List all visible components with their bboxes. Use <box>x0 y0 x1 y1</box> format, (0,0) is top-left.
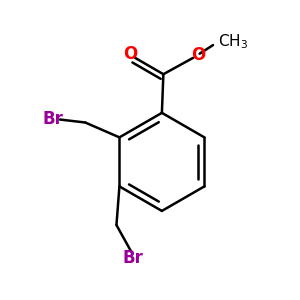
Text: Br: Br <box>122 249 143 267</box>
Text: Br: Br <box>43 110 64 128</box>
Text: CH$_3$: CH$_3$ <box>218 33 248 52</box>
Text: O: O <box>191 46 206 64</box>
Text: O: O <box>123 45 137 63</box>
